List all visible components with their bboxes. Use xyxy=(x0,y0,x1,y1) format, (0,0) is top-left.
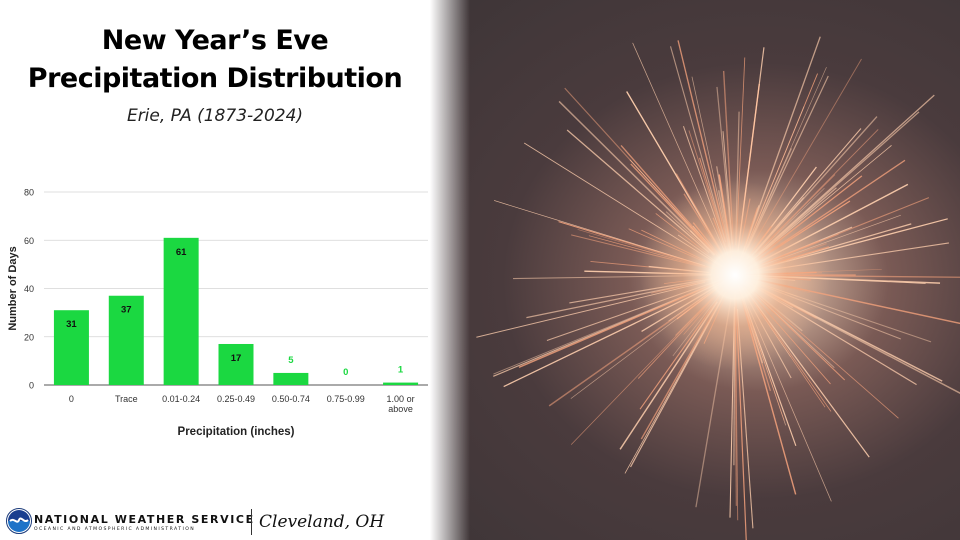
page-title: New Year’s Eve Precipitation Distributio… xyxy=(0,22,430,98)
bar xyxy=(163,237,199,385)
title-line-2: Precipitation Distribution xyxy=(27,63,403,94)
agency-subtitle: OCEANIC AND ATMOSPHERIC ADMINISTRATION xyxy=(34,527,196,532)
x-tick-label: above xyxy=(388,404,413,414)
x-tick-label: 0.01-0.24 xyxy=(162,394,200,404)
bar xyxy=(383,382,419,385)
y-tick-label: 40 xyxy=(24,284,34,294)
data-label: 37 xyxy=(121,305,132,316)
y-tick-label: 60 xyxy=(24,236,34,246)
bar xyxy=(53,310,89,385)
sparkler-image xyxy=(476,36,960,540)
y-axis-title: Number of Days xyxy=(7,246,19,330)
y-tick-label: 0 xyxy=(29,381,34,391)
x-tick-label: 0.50-0.74 xyxy=(272,394,310,404)
bar xyxy=(108,295,144,385)
bar xyxy=(273,372,309,385)
bar xyxy=(218,343,254,385)
footer-divider xyxy=(251,509,252,535)
title-line-1: New Year’s Eve xyxy=(101,25,329,56)
x-tick-label: Trace xyxy=(115,394,138,404)
data-label: 0 xyxy=(343,367,348,378)
photo-fade xyxy=(430,0,470,540)
x-axis-title: Precipitation (inches) xyxy=(178,426,295,438)
footer: NATIONAL WEATHER SERVICE OCEANIC AND ATM… xyxy=(0,506,440,540)
data-label: 17 xyxy=(231,353,242,364)
data-label: 1 xyxy=(398,365,404,376)
data-label: 31 xyxy=(66,319,77,330)
office-name: Cleveland, OH xyxy=(259,512,385,532)
sparkler-photo xyxy=(430,0,960,540)
spark-core xyxy=(640,180,830,370)
y-tick-label: 80 xyxy=(24,188,34,198)
noaa-logo-icon xyxy=(6,508,32,534)
agency-name: NATIONAL WEATHER SERVICE xyxy=(34,513,255,526)
x-tick-label: 0.25-0.49 xyxy=(217,394,255,404)
left-panel: New Year’s Eve Precipitation Distributio… xyxy=(0,0,440,540)
data-label: 61 xyxy=(176,247,187,258)
x-tick-label: 0 xyxy=(69,394,74,404)
x-tick-label: 1.00 or xyxy=(387,394,415,404)
y-tick-label: 20 xyxy=(24,332,34,342)
page-subtitle: Erie, PA (1873-2024) xyxy=(126,106,304,126)
data-label: 5 xyxy=(288,355,294,366)
bar-chart: 0 20 40 60 80 31 0 37 Trace 61 0.01-0.24 17 0.25-0.4… xyxy=(7,188,428,438)
x-tick-label: 0.75-0.99 xyxy=(327,394,365,404)
